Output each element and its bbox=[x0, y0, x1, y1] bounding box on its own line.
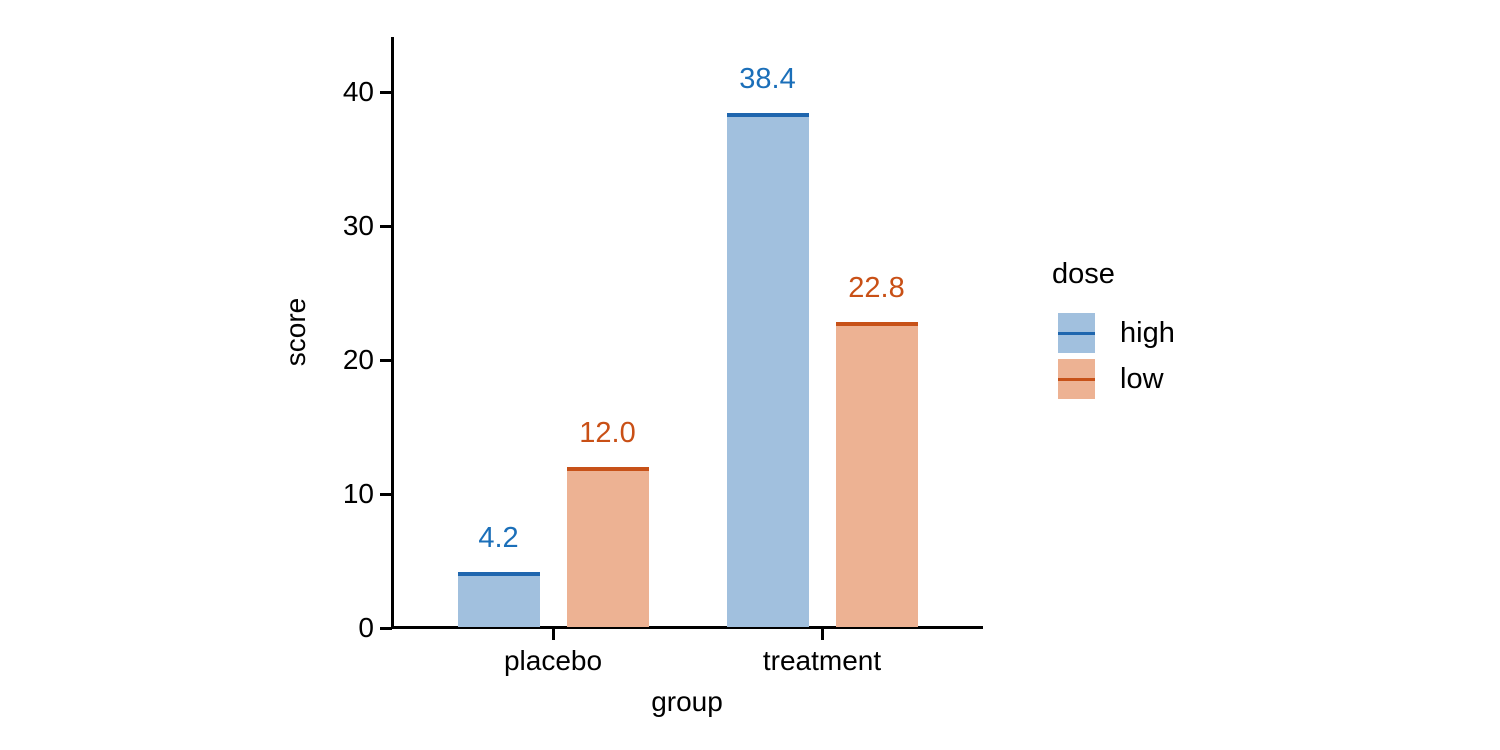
bar-value-label: 38.4 bbox=[739, 63, 796, 96]
y-axis-title: score bbox=[280, 297, 311, 367]
y-tick-label: 0 bbox=[358, 612, 374, 643]
y-tick-label: 10 bbox=[342, 478, 374, 509]
x-tick bbox=[552, 628, 555, 640]
legend-swatch-low bbox=[1058, 359, 1095, 399]
bar-value-label: 12.0 bbox=[579, 417, 636, 450]
bar-treatment-low bbox=[835, 322, 918, 627]
legend-swatch-line bbox=[1058, 332, 1095, 335]
legend-swatch-high bbox=[1058, 313, 1095, 353]
y-tick-label: 30 bbox=[342, 210, 374, 241]
legend-swatch-line bbox=[1058, 378, 1095, 381]
legend-entry-label-low: low bbox=[1120, 363, 1164, 395]
y-axis-line bbox=[391, 37, 394, 629]
x-axis-line bbox=[391, 626, 983, 629]
y-tick-label: 20 bbox=[342, 344, 374, 375]
bar-value-label: 22.8 bbox=[848, 272, 905, 305]
y-tick bbox=[380, 359, 392, 362]
legend-entry-label-high: high bbox=[1120, 317, 1175, 349]
x-tick-label: treatment bbox=[762, 645, 882, 676]
bar-placebo-low bbox=[566, 467, 649, 627]
x-tick-label: placebo bbox=[503, 645, 603, 676]
legend-title: dose bbox=[1052, 258, 1115, 290]
y-tick bbox=[380, 493, 392, 496]
bar-value-label: 4.2 bbox=[478, 521, 519, 554]
y-tick bbox=[380, 627, 392, 630]
y-tick bbox=[380, 91, 392, 94]
y-tick-label: 40 bbox=[342, 76, 374, 107]
y-tick bbox=[380, 225, 392, 228]
x-tick bbox=[821, 628, 824, 640]
x-axis-title: group bbox=[651, 686, 723, 717]
bar-treatment-high bbox=[726, 113, 809, 627]
bar-placebo-high bbox=[457, 571, 540, 627]
